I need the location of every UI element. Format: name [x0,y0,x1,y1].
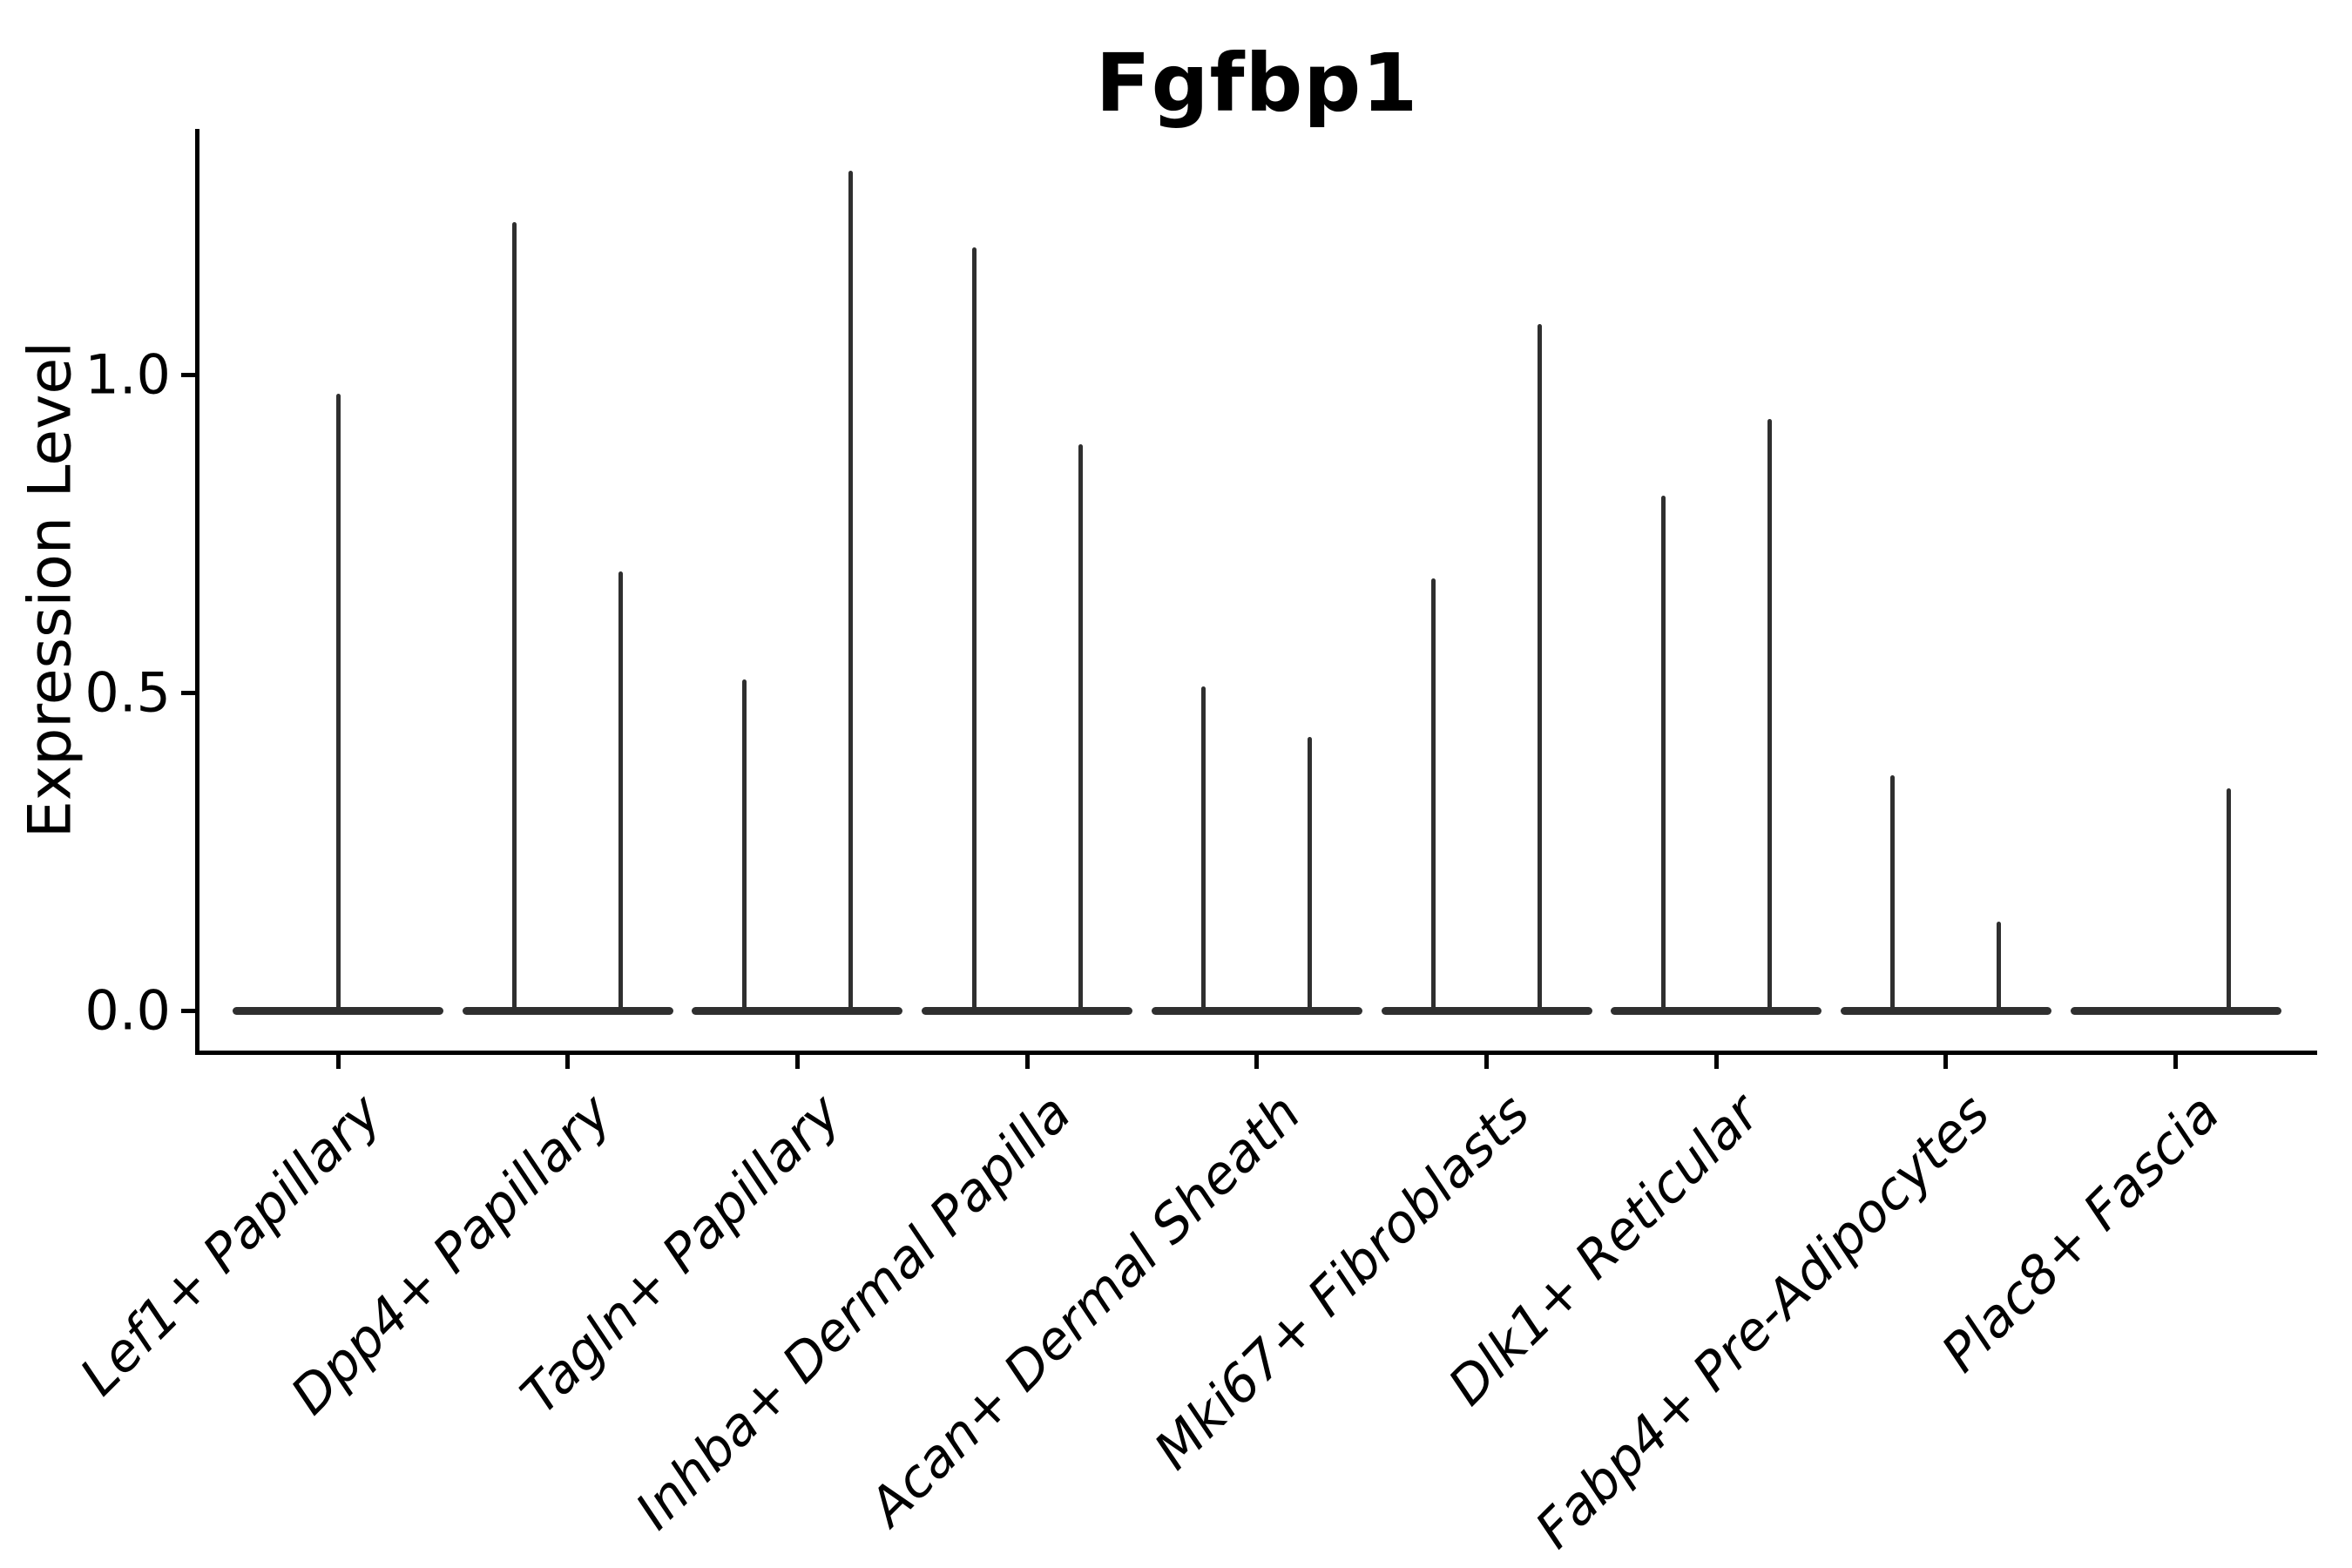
violin-base [462,1006,673,1015]
y-tick-label: 0.0 [84,978,171,1043]
x-tick-mark [1254,1055,1260,1069]
violin-spike [2227,787,2232,1014]
y-axis-label: Expression Level [16,341,85,839]
x-tick-mark [2173,1055,2179,1069]
violin-spike [848,171,853,1014]
x-tick-label: Inhba+ Dermal Papilla [624,1083,1083,1542]
violin-spike [512,221,517,1014]
violin-spike [1308,737,1313,1014]
y-axis-spine [195,129,199,1055]
violin-spike [1201,686,1206,1014]
y-tick-mark [181,372,195,377]
y-tick-mark [181,1008,195,1013]
x-tick-mark [335,1055,341,1069]
violin-base [2070,1006,2281,1015]
x-tick-mark [1713,1055,1719,1069]
x-tick-mark [1024,1055,1030,1069]
y-tick-mark [181,690,195,695]
violin-spike [335,393,341,1014]
violin-spike [741,679,747,1014]
x-axis-spine [195,1051,2317,1055]
plot-title: Fgfbp1 [1095,37,1419,130]
violin-spike [1078,444,1083,1014]
violin-spike [1538,323,1542,1014]
violin-base [1151,1006,1362,1015]
x-tick-label: Acan+ Dermal Sheath [857,1083,1313,1538]
violin-spike [1997,921,2002,1014]
x-tick-label: Fabp4+ Pre-Adipocytes [1524,1083,2002,1561]
violin-base [1611,1006,1822,1015]
violin-spike [1431,578,1436,1014]
x-tick-label: Mki67+ Fibroblasts [1143,1083,1542,1482]
violin-spike [971,247,977,1014]
violin-spike [618,571,624,1014]
violin-spike [1767,419,1772,1014]
violin-spike [1660,495,1666,1014]
x-tick-mark [794,1055,800,1069]
violin-spike [1890,774,1896,1014]
x-tick-mark [1943,1055,1949,1069]
x-tick-mark [565,1055,571,1069]
y-tick-label: 1.0 [84,342,171,407]
violin-base [922,1006,1133,1015]
x-tick-mark [1484,1055,1489,1069]
y-tick-label: 0.5 [84,660,171,725]
violin-base [1381,1006,1592,1015]
violin-base [1840,1006,2051,1015]
violin-base [692,1006,903,1015]
